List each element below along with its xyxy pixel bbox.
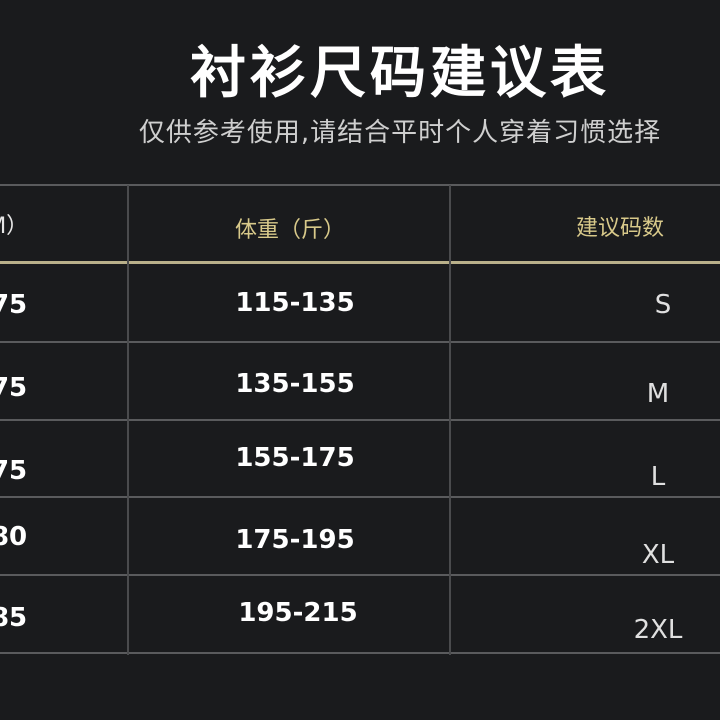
height-cell: 185 <box>0 603 28 633</box>
height-cell: 180 <box>0 522 28 552</box>
weight-cell: 195-215 <box>238 598 358 628</box>
row-divider <box>0 419 720 421</box>
column-divider <box>449 185 451 655</box>
row-divider <box>0 341 720 343</box>
row-divider <box>0 574 720 576</box>
column-divider <box>127 185 129 655</box>
size-cell: S <box>654 290 672 320</box>
size-cell: L <box>650 462 666 492</box>
table-bottom-border <box>0 652 720 654</box>
page-title: 衬衫尺码建议表 <box>190 41 610 106</box>
table-top-border <box>0 184 720 186</box>
height-cell: 175 <box>0 373 28 403</box>
size-cell: 2XL <box>633 615 683 645</box>
header-height: CM） <box>0 214 29 239</box>
weight-cell: 135-155 <box>235 369 355 399</box>
header-weight: 体重（斤） <box>234 218 345 243</box>
weight-cell: 155-175 <box>235 443 355 473</box>
row-divider <box>0 496 720 498</box>
weight-cell: 175-195 <box>235 525 355 555</box>
height-cell: 175 <box>0 290 28 320</box>
size-cell: XL <box>641 540 675 570</box>
header-size: 建议码数 <box>575 216 664 241</box>
height-cell: 175 <box>0 456 28 486</box>
page-subtitle: 仅供参考使用,请结合平时个人穿着习惯选择 <box>138 118 662 148</box>
header-divider <box>0 261 720 264</box>
weight-cell: 115-135 <box>235 288 355 318</box>
size-cell: M <box>646 379 670 409</box>
